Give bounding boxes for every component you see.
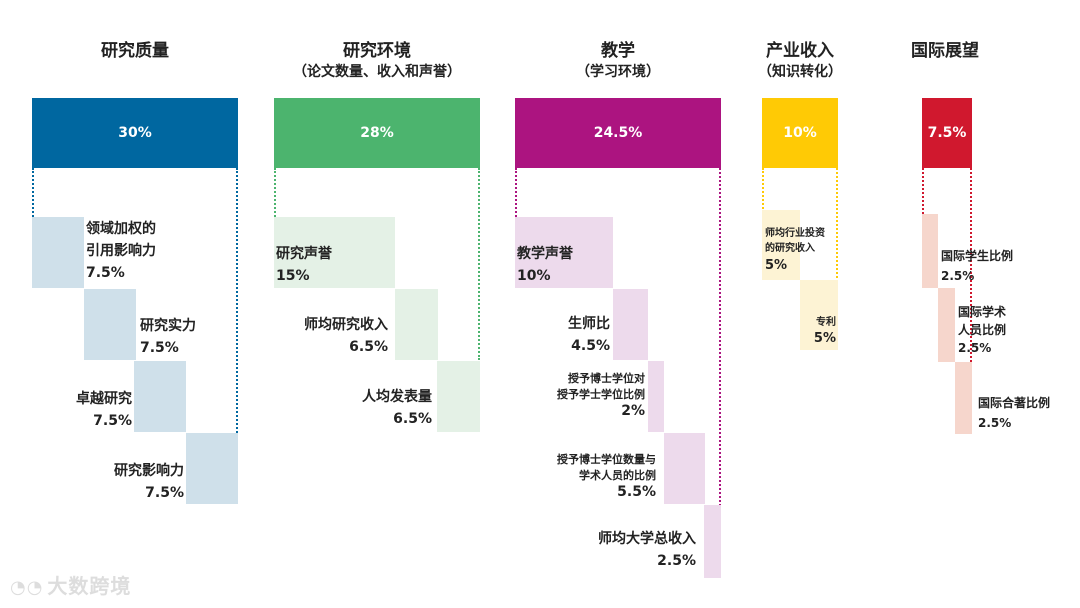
item-label: 卓越研究 7.5% — [76, 391, 132, 429]
sub-block — [84, 289, 136, 360]
item-pct: 6.5% — [393, 411, 432, 427]
header-research-quality: 研究质量 — [32, 40, 238, 62]
item-pct: 4.5% — [571, 338, 610, 354]
sub-block — [938, 288, 955, 362]
item-pct: 2.5% — [941, 269, 975, 283]
header-international-outlook: 国际展望 — [890, 40, 1000, 62]
item-pct: 2.5% — [657, 553, 696, 569]
item-label: 研究实力 7.5% — [140, 318, 196, 356]
sub-block — [186, 433, 238, 504]
item-label: 专利 5% — [813, 317, 836, 346]
item-label: 领域加权的 引用影响力 7.5% — [86, 221, 156, 281]
item-label: 国际学生比例 2.5% — [941, 249, 1014, 283]
item-pct: 7.5% — [145, 485, 184, 501]
item-label: 教学声誉 10% — [517, 246, 573, 284]
item-pct: 7.5% — [140, 340, 179, 356]
bracket-line — [922, 168, 924, 214]
item-pct: 6.5% — [349, 339, 388, 355]
column-title: 研究环境 — [343, 41, 411, 61]
header-teaching: 教学 （学习环境） — [515, 40, 721, 82]
header-industry-income: 产业收入 （知识转化） — [745, 40, 855, 82]
sub-block — [922, 214, 938, 288]
weight-bar-international-outlook: 7.5% — [922, 98, 972, 168]
sub-block — [395, 289, 438, 360]
item-pct: 2.5% — [978, 416, 1012, 430]
weight-bar-teaching: 24.5% — [515, 98, 721, 168]
logo-icon: ◔◔ — [10, 577, 44, 598]
sub-block — [613, 289, 648, 360]
column-subtitle: （知识转化） — [758, 64, 842, 80]
sub-block — [32, 217, 84, 288]
sub-block — [134, 361, 186, 432]
column-subtitle: （学习环境） — [576, 64, 660, 80]
item-label: 生师比 4.5% — [568, 316, 610, 354]
item-label: 研究声誉 15% — [276, 246, 332, 284]
column-title: 产业收入 — [766, 41, 834, 61]
bracket-line — [236, 168, 238, 504]
item-label: 研究影响力 7.5% — [114, 463, 184, 501]
item-label: 师均大学总收入 2.5% — [598, 531, 696, 569]
column-title: 国际展望 — [911, 41, 979, 61]
item-pct: 2% — [621, 403, 645, 419]
item-pct: 5.5% — [617, 484, 656, 500]
column-subtitle: （论文数量、收入和声誉） — [293, 64, 461, 80]
sub-block — [955, 362, 972, 434]
sub-block — [437, 361, 480, 432]
item-label: 师均行业投资 的研究收入 5% — [765, 228, 825, 273]
watermark-logo: ◔◔ 大数跨境 — [10, 574, 132, 598]
sub-block — [704, 505, 721, 578]
item-pct: 15% — [276, 268, 310, 284]
sub-block — [762, 210, 800, 280]
item-label: 国际学术 人员比例 2.5% — [958, 305, 1007, 355]
weight-label: 7.5% — [927, 125, 967, 141]
item-pct: 2.5% — [958, 341, 992, 355]
weight-bar-research-environment: 28% — [274, 98, 480, 168]
column-title: 教学 — [601, 41, 635, 61]
weight-label: 24.5% — [593, 125, 643, 141]
item-pct: 10% — [517, 268, 551, 284]
item-label: 国际合著比例 2.5% — [978, 396, 1051, 430]
sub-block — [648, 361, 664, 432]
item-pct: 7.5% — [93, 413, 132, 429]
item-pct: 5% — [813, 331, 836, 346]
header-research-environment: 研究环境 （论文数量、收入和声誉） — [264, 40, 490, 82]
column-title: 研究质量 — [101, 41, 169, 61]
item-label: 人均发表量 6.5% — [362, 389, 432, 427]
sub-block — [274, 217, 395, 288]
bracket-line — [970, 168, 972, 434]
weight-bar-industry-income: 10% — [762, 98, 838, 168]
sub-block — [515, 217, 613, 288]
sub-block — [800, 280, 838, 350]
weight-label: 30% — [118, 125, 152, 141]
weight-bar-research-quality: 30% — [32, 98, 238, 168]
weight-label: 28% — [360, 125, 394, 141]
item-label: 师均研究收入 6.5% — [304, 317, 388, 355]
item-pct: 7.5% — [86, 265, 125, 281]
bracket-line — [478, 168, 480, 360]
bracket-line — [836, 168, 838, 350]
item-label: 授予博士学位数量与 学术人员的比例 5.5% — [557, 453, 656, 500]
bracket-line — [719, 168, 721, 578]
sub-block — [664, 433, 705, 504]
weight-label: 10% — [783, 125, 817, 141]
item-pct: 5% — [765, 258, 788, 273]
item-label: 授予博士学位对 授予学士学位比例 2% — [557, 372, 645, 419]
